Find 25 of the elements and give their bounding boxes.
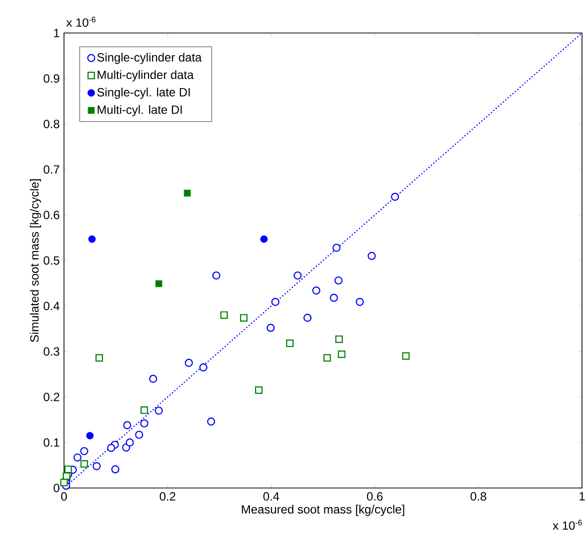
y-tick-label: 0.4 — [44, 302, 60, 310]
x-tick-label: 0.2 — [160, 492, 176, 501]
text: x 10$^{-6}$ — [66, 16, 96, 27]
legend-label: Single-cyl. late DI — [97, 88, 190, 99]
y-tick-label: 0.8 — [44, 120, 60, 128]
y-tick-label: 0.2 — [44, 392, 60, 402]
legend-label: Single-cylinder data — [97, 52, 202, 64]
y-tick-label: 0.6 — [44, 210, 60, 220]
y-tick-label: 0.1 — [44, 438, 60, 447]
y-tick-label: 1 — [54, 28, 60, 38]
y-tick-label: 0.5 — [44, 256, 60, 265]
legend-label: Multi-cyl. late DI — [98, 105, 182, 116]
legend-label: Multi-cylinder data — [98, 70, 194, 82]
x-tick-label: 1 — [580, 492, 585, 500]
x-tick-label: 0.8 — [470, 492, 486, 501]
x-axis-title: Measured soot mass [kg/cycle] — [242, 504, 404, 516]
text: x 10$^{-6}$ — [552, 520, 582, 530]
y-axis-title: Simulated soot mass [kg/cycle] — [30, 179, 42, 342]
x-tick-label: 0.6 — [366, 492, 383, 501]
x-tick-label: 0 — [61, 492, 67, 501]
y-tick-label: 0.7 — [44, 165, 60, 174]
y-tick-label: 0.9 — [44, 74, 60, 83]
y-tick-label: 0 — [54, 484, 60, 492]
y-tick-label: 0.3 — [44, 347, 60, 356]
x-tick-label: 0.4 — [263, 492, 280, 501]
